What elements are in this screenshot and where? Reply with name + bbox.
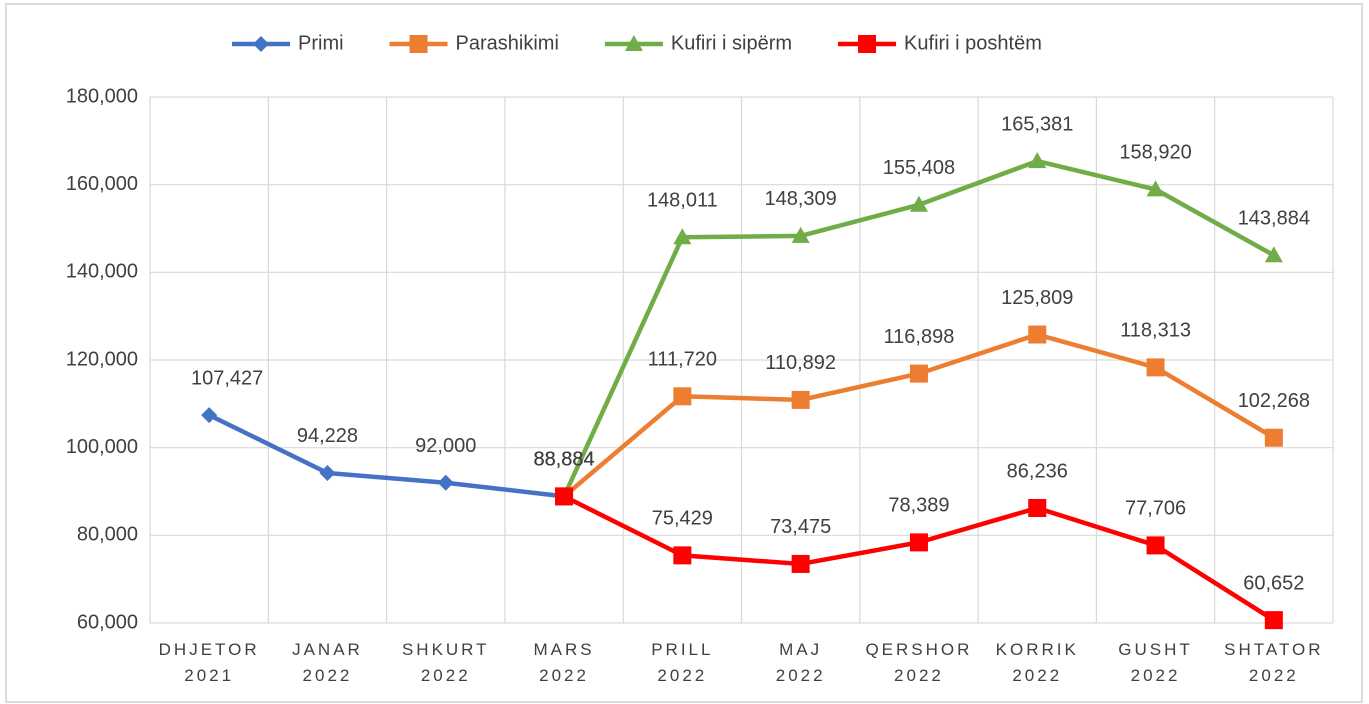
x-tick-label: JANAR 2022 — [292, 640, 363, 685]
data-label: 78,389 — [888, 495, 949, 517]
data-label: 143,884 — [1238, 208, 1310, 230]
y-tick-label: 80,000 — [77, 524, 138, 546]
marker — [791, 390, 810, 409]
data-label: 118,313 — [1120, 320, 1191, 342]
data-label: 94,228 — [297, 425, 358, 447]
marker — [1146, 536, 1165, 555]
marker — [319, 464, 336, 481]
data-label: 60,652 — [1243, 572, 1304, 594]
marker — [1028, 152, 1047, 169]
x-tick-label: SHKURT 2022 — [402, 640, 490, 685]
legend-label: Kufiri i poshtëm — [904, 32, 1042, 54]
marker — [791, 226, 810, 243]
legend-label: Kufiri i sipërm — [671, 32, 792, 54]
data-label: 92,000 — [415, 435, 476, 457]
marker — [791, 554, 810, 573]
y-tick-label: 60,000 — [77, 611, 138, 633]
data-label: 148,309 — [765, 188, 837, 210]
marker — [1264, 611, 1283, 630]
x-tick-label: GUSHT 2022 — [1118, 640, 1193, 685]
marker — [624, 35, 643, 51]
data-label: 148,011 — [647, 189, 718, 211]
marker — [1264, 246, 1283, 263]
marker — [673, 546, 692, 565]
y-tick-label: 180,000 — [66, 85, 138, 107]
marker — [201, 407, 218, 424]
x-tick-label: SHTATOR 2022 — [1224, 640, 1323, 685]
data-label: 88,884 — [533, 449, 594, 471]
data-label: 102,268 — [1238, 390, 1310, 412]
marker — [673, 228, 692, 245]
marker — [1028, 498, 1047, 517]
data-label: 116,898 — [884, 326, 955, 348]
x-tick-label: KORRIK 2022 — [996, 640, 1079, 685]
x-tick-label: QERSHOR 2022 — [865, 640, 972, 685]
marker — [409, 35, 428, 53]
data-label: 77,706 — [1125, 498, 1186, 520]
x-tick-label: MAJ 2022 — [776, 640, 826, 685]
data-label: 155,408 — [883, 157, 955, 179]
series-0 — [208, 413, 565, 499]
marker — [1264, 428, 1283, 447]
x-tick-label: MARS 2022 — [533, 640, 594, 685]
y-tick-label: 160,000 — [66, 173, 138, 195]
data-label: 158,920 — [1119, 142, 1191, 164]
y-tick-label: 140,000 — [66, 261, 138, 283]
data-label: 88,884 — [533, 449, 594, 471]
marker — [555, 487, 574, 506]
marker — [437, 474, 454, 491]
data-label: 88,884 — [533, 449, 594, 471]
x-tick-label: DHJETOR 2021 — [159, 640, 260, 685]
marker — [909, 533, 928, 552]
marker — [909, 364, 928, 383]
legend-label: Parashikimi — [456, 32, 559, 54]
chart-frame — [5, 3, 1363, 703]
series-line — [208, 413, 565, 499]
marker — [1146, 180, 1165, 197]
data-label: 88,884 — [533, 449, 594, 471]
marker — [1146, 358, 1165, 377]
marker — [673, 387, 692, 406]
data-label: 111,720 — [648, 349, 717, 371]
x-tick-label: PRILL 2022 — [651, 640, 713, 685]
marker — [1028, 325, 1047, 344]
y-tick-label: 120,000 — [66, 348, 138, 370]
marker — [909, 195, 928, 212]
marker — [858, 35, 877, 53]
data-label: 75,429 — [652, 508, 713, 530]
marker — [253, 36, 269, 52]
data-label: 86,236 — [1007, 460, 1068, 482]
data-label: 165,381 — [1001, 113, 1073, 135]
legend-label: Primi — [298, 32, 344, 54]
data-label: 107,427 — [191, 367, 263, 389]
y-tick-label: 100,000 — [66, 436, 138, 458]
data-label: 110,892 — [765, 352, 836, 374]
data-label: 73,475 — [770, 516, 831, 538]
data-label: 125,809 — [1001, 287, 1073, 309]
